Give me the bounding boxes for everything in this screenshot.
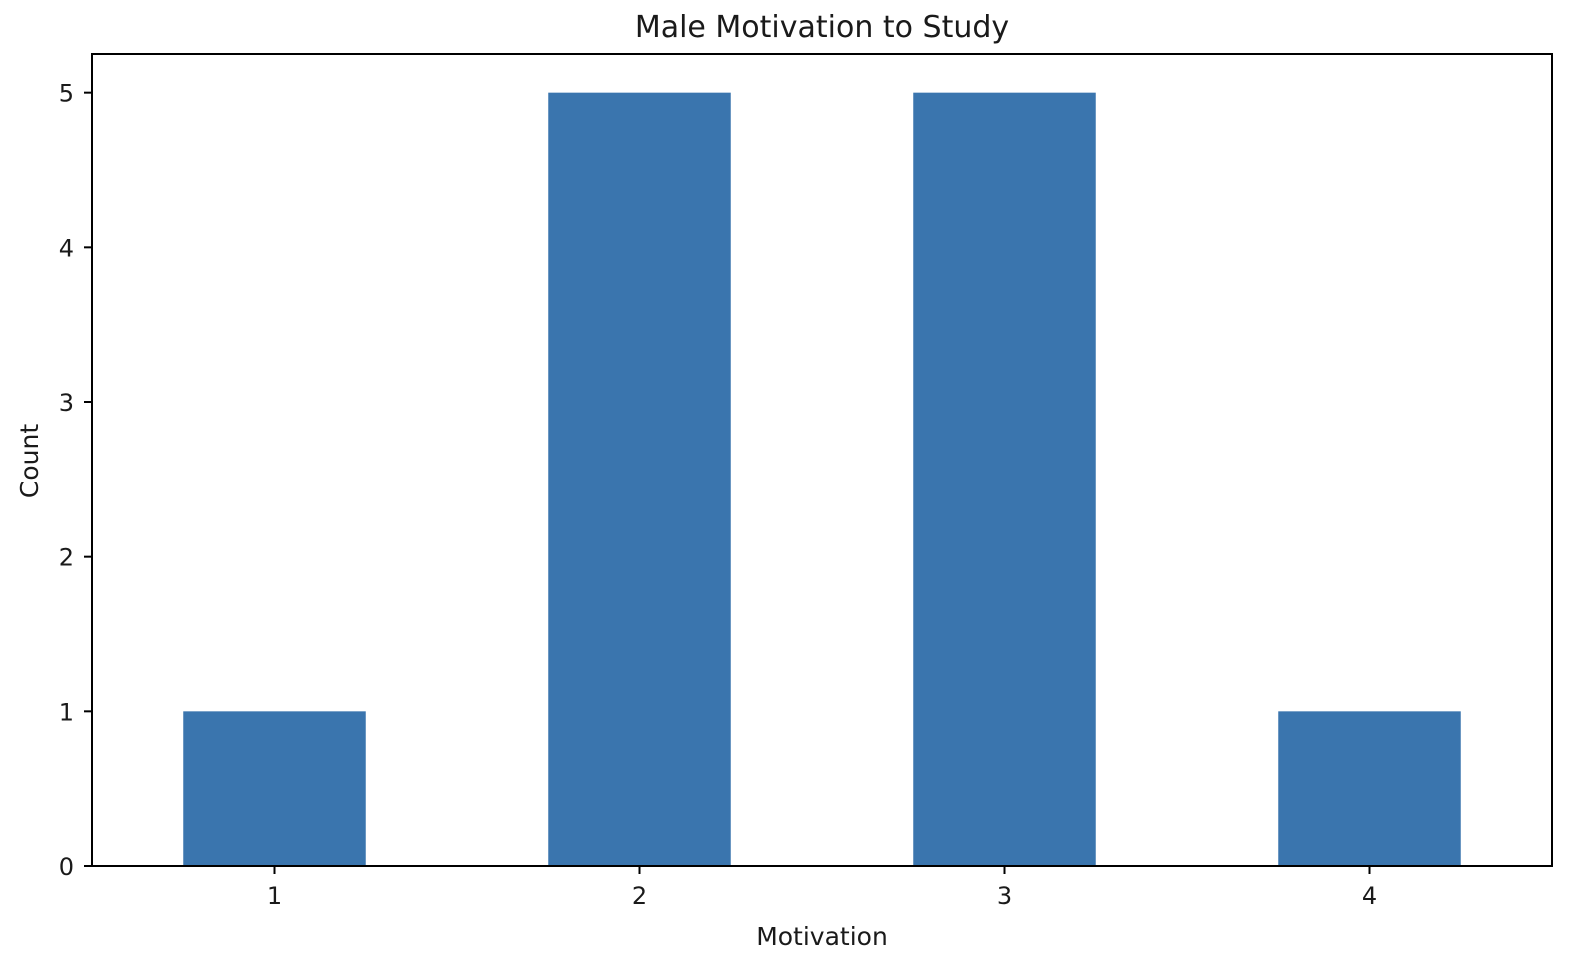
x-tick-label-4: 4 — [1362, 882, 1377, 910]
y-axis-label: Count — [15, 424, 44, 498]
bar-3 — [913, 92, 1096, 866]
y-tick-label-4: 4 — [59, 234, 74, 262]
x-tick-label-2: 2 — [632, 882, 647, 910]
bar-4 — [1278, 711, 1461, 866]
bar-2 — [548, 92, 731, 866]
y-tick-label-5: 5 — [59, 80, 74, 108]
bars-group — [183, 92, 1461, 866]
x-tick-label-1: 1 — [267, 882, 282, 910]
y-tick-label-1: 1 — [59, 698, 74, 726]
plot-frame — [91, 53, 1553, 867]
chart-title: Male Motivation to Study — [635, 10, 1009, 45]
y-tick-label-2: 2 — [59, 544, 74, 572]
bar-1 — [183, 711, 366, 866]
x-axis-ticks: 1 2 3 4 — [267, 866, 1377, 910]
x-axis-label: Motivation — [756, 922, 888, 951]
y-tick-label-3: 3 — [59, 389, 74, 417]
x-tick-label-3: 3 — [997, 882, 1012, 910]
y-axis-ticks: 0 1 2 3 4 5 — [59, 80, 92, 881]
y-tick-label-0: 0 — [59, 853, 74, 881]
